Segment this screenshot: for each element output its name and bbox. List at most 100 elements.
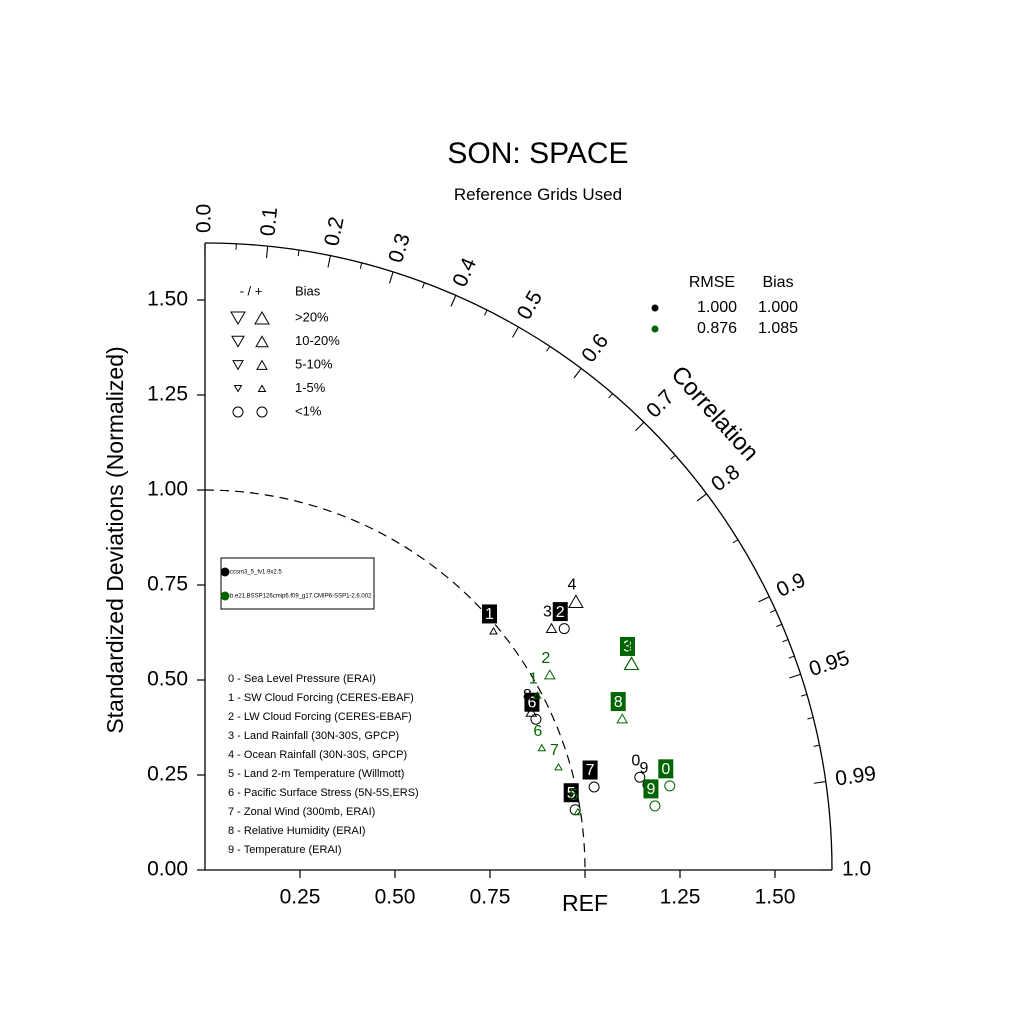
data-point-label: 0 — [661, 761, 670, 778]
correlation-label: 0.3 — [384, 231, 415, 266]
stats-header-rmse: RMSE — [689, 274, 735, 291]
data-point-marker — [650, 801, 660, 811]
bias-legend-minus-marker — [233, 361, 243, 370]
bias-legend-label: 1-5% — [295, 380, 326, 395]
variable-legend-item: 0 - Sea Level Pressure (ERAI) — [228, 673, 376, 685]
stats-bias-value: 1.085 — [758, 320, 798, 337]
correlation-minor-tick — [783, 640, 789, 642]
stats-header-bias: Bias — [762, 274, 793, 291]
correlation-tick — [789, 674, 800, 678]
correlation-label: 0.7 — [642, 386, 679, 423]
data-point-marker — [559, 624, 569, 634]
correlation-tick — [513, 327, 519, 337]
correlation-minor-tick — [422, 283, 424, 289]
data-point-marker — [546, 624, 556, 633]
stats-row-dot — [652, 305, 659, 312]
ref-label: REF — [562, 890, 608, 916]
correlation-tick — [267, 246, 268, 258]
variable-legend-item: 7 - Zonal Wind (300mb, ERAI) — [228, 806, 375, 818]
data-point-marker — [624, 657, 638, 669]
data-point-marker — [555, 764, 562, 770]
stats-rmse-value: 0.876 — [697, 320, 737, 337]
correlation-tick — [636, 422, 644, 431]
data-point-label: 9 — [646, 781, 655, 798]
data-point-label: 5 — [569, 787, 578, 804]
variable-legend-item: 9 - Temperature (ERAI) — [228, 844, 342, 856]
data-point-label: 8 — [523, 687, 532, 704]
correlation-label: 0.0 — [193, 204, 216, 233]
stats-bias-value: 1.000 — [758, 299, 798, 316]
correlation-minor-tick — [671, 455, 676, 459]
bias-legend-minus-marker — [235, 385, 242, 391]
variable-legend-item: 8 - Relative Humidity (ERAI) — [228, 825, 366, 837]
data-point-label: 4 — [567, 577, 576, 594]
bias-legend-minus-marker — [233, 407, 243, 417]
y-tick-label: 0.50 — [147, 668, 188, 691]
correlation-minor-tick — [547, 346, 550, 351]
bias-legend-plus-marker — [257, 407, 267, 417]
x-tick-label: 0.50 — [375, 886, 416, 909]
bias-legend-plus-marker — [255, 312, 269, 324]
bias-legend-label: >20% — [295, 309, 329, 324]
y-tick-label: 1.00 — [147, 478, 188, 501]
correlation-minor-tick — [770, 610, 775, 612]
case-legend-box — [221, 558, 374, 609]
chart-title: SON: SPACE — [447, 137, 628, 170]
data-point-label: 9 — [639, 760, 648, 777]
correlation-label: 0.9 — [773, 568, 809, 601]
bias-legend-minus-marker — [232, 336, 244, 346]
correlation-minor-tick — [484, 310, 487, 315]
data-point-marker — [624, 657, 638, 669]
correlation-label: 0.6 — [577, 330, 613, 367]
bias-legend-sign-header: - / + — [240, 283, 263, 298]
correlation-label: 1.0 — [842, 858, 871, 881]
data-point-label: 1 — [485, 606, 494, 623]
bias-legend-header: Bias — [295, 283, 321, 298]
data-point-marker — [490, 628, 497, 634]
variable-legend-item: 6 - Pacific Surface Stress (5N-5S,ERS) — [228, 787, 419, 799]
y-tick-label: 1.50 — [147, 288, 188, 311]
stats-row-dot — [652, 326, 659, 333]
data-point-label: 7 — [550, 742, 559, 759]
data-point-marker — [538, 745, 545, 751]
correlation-minor-tick — [807, 718, 813, 719]
bias-legend-label: <1% — [295, 403, 322, 418]
data-point-marker — [665, 781, 675, 791]
y-tick-label: 0.00 — [147, 858, 188, 881]
y-tick-label: 0.75 — [147, 573, 188, 596]
chart-subtitle: Reference Grids Used — [454, 185, 622, 204]
y-tick-label: 0.25 — [147, 763, 188, 786]
variable-legend-item: 3 - Land Rainfall (30N-30S, GPCP) — [228, 730, 399, 742]
data-point-label: 2 — [556, 604, 565, 621]
correlation-tick — [814, 782, 826, 784]
correlation-tick — [390, 272, 394, 283]
x-tick-label: 0.75 — [470, 886, 511, 909]
x-tick-label: 1.25 — [660, 886, 701, 909]
case-legend-dot — [221, 568, 230, 577]
variable-legend-item: 5 - Land 2-m Temperature (Willmott) — [228, 768, 404, 780]
correlation-label: 0.95 — [806, 647, 852, 682]
data-point-label: 6 — [533, 723, 542, 740]
correlation-label: 0.2 — [320, 215, 348, 248]
data-point-marker — [545, 670, 555, 679]
correlation-tick — [759, 597, 770, 602]
correlation-tick — [328, 256, 330, 268]
data-point-label: 7 — [586, 762, 595, 779]
variable-legend-item: 4 - Ocean Rainfall (30N-30S, GPCP) — [228, 749, 407, 761]
y-tick-label: 1.25 — [147, 383, 188, 406]
data-point-label: 2 — [541, 650, 550, 667]
variable-legend-item: 2 - LW Cloud Forcing (CERES-EBAF) — [228, 711, 412, 723]
data-point-marker — [617, 714, 627, 723]
correlation-minor-tick — [776, 624, 782, 626]
bias-legend-label: 10-20% — [295, 333, 340, 348]
correlation-tick — [451, 295, 456, 306]
data-point-marker — [589, 782, 599, 792]
correlation-axis-label: Correlation — [665, 361, 763, 466]
data-point-label: 3 — [543, 603, 552, 620]
stats-rmse-value: 1.000 — [697, 299, 737, 316]
case-legend-name: b.e21.BSSP126cmip6.f09_g17.CMIP6-SSP1-2.… — [230, 594, 372, 600]
correlation-label: 0.8 — [707, 460, 744, 496]
x-tick-label: 0.25 — [280, 886, 321, 909]
